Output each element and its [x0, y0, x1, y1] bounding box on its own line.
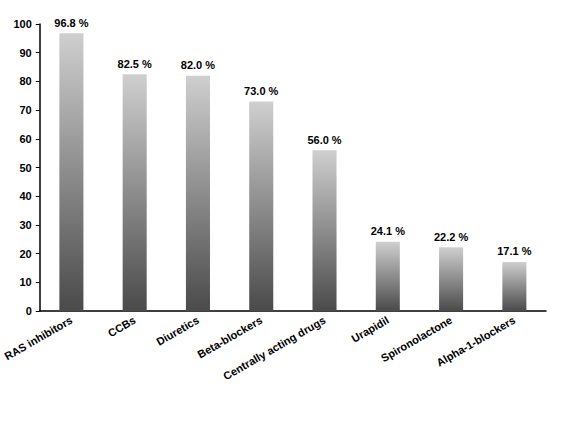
svg-text:30: 30 — [20, 219, 32, 231]
svg-text:Diuretics: Diuretics — [154, 314, 201, 348]
svg-text:60: 60 — [20, 133, 32, 145]
svg-text:RAS inhibitors: RAS inhibitors — [2, 314, 74, 363]
svg-text:50: 50 — [20, 162, 32, 174]
svg-text:Centrally acting drugs: Centrally acting drugs — [221, 314, 327, 382]
svg-text:17.1 %: 17.1 % — [497, 245, 531, 257]
svg-text:40: 40 — [20, 190, 32, 202]
svg-text:24.1 %: 24.1 % — [371, 225, 405, 237]
svg-text:73.0 %: 73.0 % — [244, 85, 278, 97]
svg-text:10: 10 — [20, 276, 32, 288]
svg-text:Urapidil: Urapidil — [349, 314, 390, 345]
svg-text:Spironolactone: Spironolactone — [378, 313, 455, 365]
svg-text:82.5 %: 82.5 % — [118, 58, 152, 70]
svg-text:Beta-blockers: Beta-blockers — [195, 313, 265, 361]
svg-text:70: 70 — [20, 104, 32, 116]
svg-text:80: 80 — [20, 75, 32, 87]
svg-text:96.8 %: 96.8 % — [54, 17, 88, 29]
svg-text:0: 0 — [26, 305, 32, 317]
svg-text:Alpha-1-blockers: Alpha-1-blockers — [434, 314, 517, 369]
svg-text:82.0 %: 82.0 % — [181, 59, 215, 71]
svg-text:22.2 %: 22.2 % — [434, 231, 468, 243]
svg-text:20: 20 — [20, 248, 32, 260]
svg-text:90: 90 — [20, 47, 32, 59]
svg-text:CCBs: CCBs — [106, 314, 138, 339]
svg-text:100: 100 — [13, 18, 31, 30]
svg-text:56.0 %: 56.0 % — [307, 134, 341, 146]
